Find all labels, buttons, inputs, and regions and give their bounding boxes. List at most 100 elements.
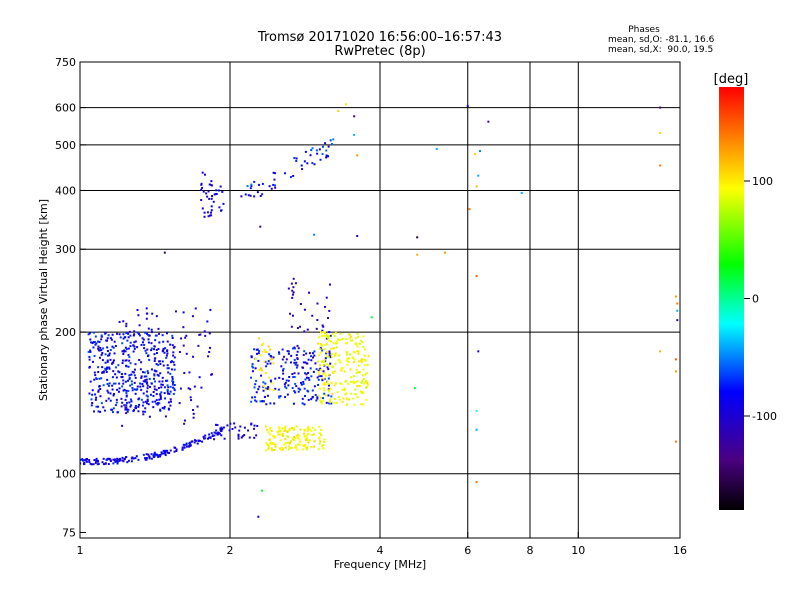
stats-heading: Phases bbox=[628, 25, 660, 35]
data-point bbox=[159, 453, 162, 456]
data-point bbox=[159, 408, 162, 411]
data-point bbox=[286, 393, 289, 396]
data-point bbox=[293, 375, 296, 378]
data-point bbox=[278, 396, 281, 399]
data-point bbox=[253, 195, 256, 198]
data-point bbox=[291, 293, 294, 296]
x-tick-label: 8 bbox=[527, 544, 534, 557]
data-point bbox=[203, 215, 206, 218]
data-point bbox=[321, 445, 324, 448]
data-point bbox=[247, 429, 250, 432]
data-point bbox=[353, 133, 356, 136]
data-point bbox=[166, 340, 169, 343]
data-point bbox=[183, 371, 186, 374]
data-point bbox=[318, 436, 321, 439]
data-point bbox=[332, 371, 335, 374]
data-point bbox=[361, 390, 364, 393]
data-point bbox=[122, 350, 125, 353]
data-point bbox=[160, 451, 163, 454]
data-point bbox=[322, 360, 325, 363]
data-point bbox=[339, 382, 342, 385]
data-point bbox=[328, 399, 331, 402]
data-point bbox=[148, 358, 151, 361]
data-point bbox=[146, 400, 149, 403]
data-point bbox=[327, 384, 330, 387]
data-point bbox=[284, 396, 287, 399]
data-point bbox=[674, 370, 677, 373]
data-point bbox=[95, 457, 98, 460]
data-point bbox=[321, 379, 324, 382]
data-point bbox=[293, 446, 296, 449]
data-point bbox=[125, 456, 128, 459]
data-point bbox=[126, 339, 129, 342]
data-point bbox=[293, 372, 296, 375]
data-point bbox=[272, 356, 275, 359]
data-point bbox=[211, 434, 214, 437]
data-point bbox=[314, 428, 317, 431]
data-point bbox=[325, 351, 328, 354]
data-point bbox=[97, 345, 100, 348]
data-point bbox=[319, 367, 322, 370]
data-point bbox=[204, 434, 207, 437]
data-point bbox=[316, 397, 319, 400]
data-point bbox=[327, 337, 330, 340]
data-point bbox=[281, 348, 284, 351]
data-point bbox=[150, 349, 153, 352]
data-point bbox=[104, 462, 107, 465]
data-point bbox=[145, 456, 148, 459]
data-point bbox=[100, 402, 103, 405]
data-point bbox=[144, 400, 147, 403]
data-point bbox=[443, 251, 446, 254]
data-point bbox=[346, 363, 349, 366]
data-point bbox=[147, 372, 150, 375]
data-point bbox=[326, 355, 329, 358]
data-point bbox=[104, 353, 107, 356]
data-point bbox=[85, 458, 88, 461]
data-point bbox=[129, 341, 132, 344]
data-point bbox=[278, 427, 281, 430]
data-point bbox=[210, 432, 213, 435]
data-point bbox=[160, 386, 163, 389]
data-point bbox=[272, 183, 275, 186]
data-point bbox=[182, 326, 185, 329]
data-point bbox=[316, 376, 319, 379]
data-point bbox=[319, 433, 322, 436]
data-point bbox=[128, 401, 131, 404]
data-point bbox=[199, 333, 202, 336]
data-point bbox=[287, 448, 290, 451]
data-point bbox=[93, 410, 96, 413]
data-point bbox=[308, 291, 311, 294]
data-point bbox=[254, 367, 257, 370]
data-point bbox=[327, 368, 330, 371]
data-point bbox=[148, 334, 151, 337]
data-point bbox=[291, 296, 294, 299]
data-point bbox=[97, 340, 100, 343]
data-point bbox=[192, 416, 195, 419]
x-tick-label: 16 bbox=[673, 544, 687, 557]
data-point bbox=[105, 458, 108, 461]
data-point bbox=[211, 373, 214, 376]
data-point bbox=[270, 430, 273, 433]
data-point bbox=[126, 461, 129, 464]
data-point bbox=[159, 396, 162, 399]
data-point bbox=[271, 449, 274, 452]
data-point bbox=[187, 387, 190, 390]
data-point bbox=[362, 368, 365, 371]
data-point bbox=[109, 392, 112, 395]
data-point bbox=[209, 308, 212, 311]
data-point bbox=[150, 368, 153, 371]
data-point bbox=[326, 366, 329, 369]
data-point bbox=[125, 348, 128, 351]
data-point bbox=[120, 405, 123, 408]
data-point bbox=[159, 393, 162, 396]
data-point bbox=[133, 345, 136, 348]
data-point bbox=[114, 460, 117, 463]
data-point bbox=[143, 347, 146, 350]
data-point bbox=[150, 347, 153, 350]
data-point bbox=[295, 159, 298, 162]
data-point bbox=[146, 348, 149, 351]
data-point bbox=[157, 347, 160, 350]
data-point bbox=[189, 396, 192, 399]
data-point bbox=[95, 342, 98, 345]
